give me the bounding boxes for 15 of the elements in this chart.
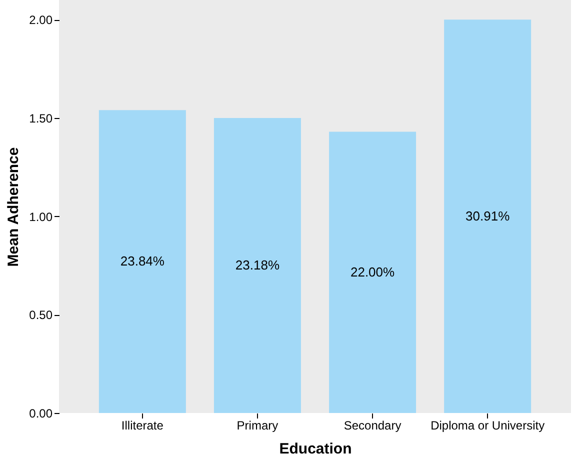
annotation: 22.00% xyxy=(350,264,396,280)
y-tick-label: 1.00 xyxy=(29,210,53,224)
x-tick-label: Illiterate xyxy=(121,418,164,432)
annotation: 23.18% xyxy=(235,258,280,272)
y-tick-label: 2.00 xyxy=(29,13,53,28)
x-tick-label: Secondary xyxy=(344,418,402,432)
x-tick-label: Primary xyxy=(236,418,278,432)
x-tick-label: Diploma or University xyxy=(430,418,545,432)
annotation: 30.91% xyxy=(466,208,510,224)
y-tick-label: 0.00 xyxy=(29,406,53,420)
y-tick-label: 0.50 xyxy=(29,308,53,322)
y-tick-label: 1.50 xyxy=(29,112,53,126)
y-axis-title: Mean Adherence xyxy=(5,147,22,267)
x-axis-title: Education xyxy=(279,440,352,458)
annotation: 23.84% xyxy=(120,254,165,269)
